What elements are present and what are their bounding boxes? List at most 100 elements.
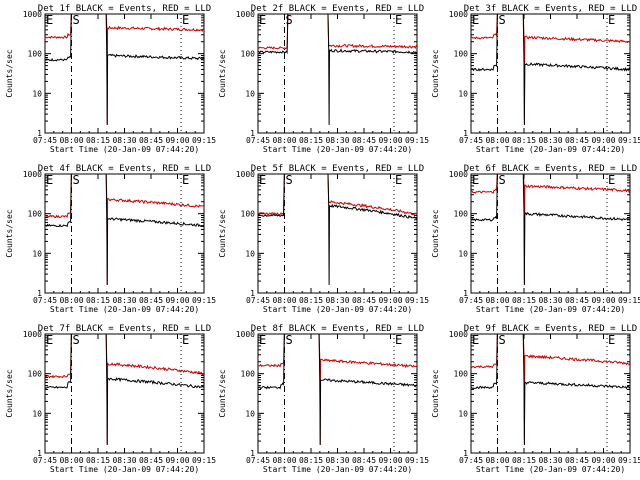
detector-panel-6: Det 6f BLACK = Events, RED = LLD 1 10 100 10… — [431, 164, 640, 314]
time-marker-label: E — [259, 173, 266, 187]
x-axis-label: Start Time (20-Jan-09 07:44:20) — [476, 305, 625, 314]
detector-panel-8: Det 8f BLACK = Events, RED = LLD 1 10 100 10… — [218, 324, 429, 474]
x-tick-label: 08:00 — [272, 136, 296, 145]
x-tick-label: 08:30 — [112, 136, 136, 145]
y-tick-label: 100 — [28, 210, 43, 219]
time-marker-label: S — [286, 173, 293, 187]
time-marker-label: E — [182, 13, 189, 27]
x-axis-label: Start Time (20-Jan-09 07:44:20) — [263, 305, 412, 314]
y-axis-label: Counts/sec — [218, 369, 227, 417]
x-tick-label: 08:00 — [272, 296, 296, 305]
time-marker-label: E — [259, 333, 266, 347]
y-axis-label: Counts/sec — [431, 209, 440, 257]
time-marker-label: E — [182, 173, 189, 187]
y-tick-label: 10 — [245, 409, 255, 418]
time-marker-label: E — [608, 13, 615, 27]
panel-title: Det 3f BLACK = Events, RED = LLD — [464, 4, 637, 14]
y-axis-label: Counts/sec — [218, 49, 227, 97]
y-tick-label: 10 — [458, 249, 468, 258]
time-marker-label: S — [73, 13, 80, 27]
x-tick-label: 08:45 — [352, 136, 376, 145]
lld-series-line — [258, 334, 417, 445]
x-tick-label: 08:30 — [538, 456, 562, 465]
y-tick-label: 10 — [245, 249, 255, 258]
lld-series-line — [258, 14, 417, 50]
x-tick-label: 09:00 — [591, 296, 615, 305]
y-tick-label: 1000 — [236, 170, 255, 179]
plot-frame — [257, 13, 418, 134]
plot-frame — [257, 173, 418, 294]
x-tick-label: 08:00 — [485, 456, 509, 465]
x-tick-label: 08:15 — [86, 296, 110, 305]
time-marker-label: E — [395, 333, 402, 347]
y-tick-label: 1 — [250, 289, 255, 298]
panel-title: Det 1f BLACK = Events, RED = LLD — [38, 4, 211, 14]
y-tick-label: 10 — [458, 89, 468, 98]
time-marker-label: E — [472, 173, 479, 187]
x-tick-label: 09:00 — [591, 456, 615, 465]
time-marker-label: E — [395, 13, 402, 27]
x-tick-label: 08:15 — [299, 296, 323, 305]
x-tick-label: 08:45 — [352, 456, 376, 465]
x-tick-label: 09:00 — [378, 296, 402, 305]
y-tick-label: 1 — [37, 289, 42, 298]
lld-series-line — [471, 334, 630, 445]
panel-title: Det 6f BLACK = Events, RED = LLD — [464, 164, 637, 174]
lld-series-line — [45, 334, 204, 445]
time-marker-label: S — [499, 333, 506, 347]
y-tick-label: 1 — [463, 129, 468, 138]
y-tick-label: 1 — [463, 449, 468, 458]
x-tick-label: 08:15 — [86, 456, 110, 465]
time-marker-label: S — [499, 13, 506, 27]
x-tick-label: 08:00 — [485, 296, 509, 305]
y-tick-label: 10 — [32, 89, 42, 98]
y-tick-label: 100 — [454, 370, 469, 379]
x-tick-label: 08:15 — [512, 136, 536, 145]
y-tick-label: 1 — [250, 129, 255, 138]
y-axis-label: Counts/sec — [5, 209, 14, 257]
x-tick-label: 07:45 — [459, 296, 483, 305]
y-tick-label: 10 — [32, 409, 42, 418]
y-tick-label: 100 — [28, 370, 43, 379]
detector-panel-4: Det 4f BLACK = Events, RED = LLD 1 10 100 10… — [5, 164, 216, 314]
x-tick-label: 09:15 — [618, 296, 640, 305]
y-tick-label: 1 — [37, 449, 42, 458]
y-tick-label: 100 — [241, 210, 256, 219]
plot-frame — [257, 333, 418, 454]
x-axis-label: Start Time (20-Jan-09 07:44:20) — [50, 305, 199, 314]
x-tick-label: 09:15 — [405, 296, 429, 305]
y-tick-label: 100 — [454, 210, 469, 219]
x-tick-label: 07:45 — [459, 456, 483, 465]
x-tick-label: 09:00 — [378, 456, 402, 465]
y-tick-label: 100 — [241, 370, 256, 379]
x-tick-label: 08:15 — [512, 296, 536, 305]
detector-panel-7: Det 7f BLACK = Events, RED = LLD 1 10 100 10… — [5, 324, 216, 474]
x-tick-label: 08:45 — [565, 456, 589, 465]
time-marker-label: E — [472, 13, 479, 27]
x-tick-label: 09:15 — [405, 136, 429, 145]
time-marker-label: E — [395, 173, 402, 187]
plot-frame — [470, 173, 631, 294]
x-tick-label: 07:45 — [246, 296, 270, 305]
y-tick-label: 1000 — [449, 330, 468, 339]
panel-title: Det 4f BLACK = Events, RED = LLD — [38, 164, 211, 174]
y-axis-label: Counts/sec — [5, 49, 14, 97]
time-marker-label: E — [182, 333, 189, 347]
lld-series-line — [45, 174, 204, 285]
x-tick-label: 08:15 — [299, 136, 323, 145]
y-tick-label: 100 — [28, 50, 43, 59]
x-tick-label: 08:00 — [59, 136, 83, 145]
plot-frame — [470, 13, 631, 134]
events-series-line — [471, 174, 630, 285]
lld-series-line — [258, 174, 417, 216]
y-axis-label: Counts/sec — [218, 209, 227, 257]
events-series-line — [258, 14, 417, 125]
y-tick-label: 10 — [32, 249, 42, 258]
events-series-line — [471, 334, 630, 445]
x-tick-label: 08:00 — [59, 296, 83, 305]
x-tick-label: 08:30 — [325, 136, 349, 145]
time-marker-label: E — [608, 173, 615, 187]
x-tick-label: 09:15 — [405, 456, 429, 465]
y-tick-label: 10 — [458, 409, 468, 418]
